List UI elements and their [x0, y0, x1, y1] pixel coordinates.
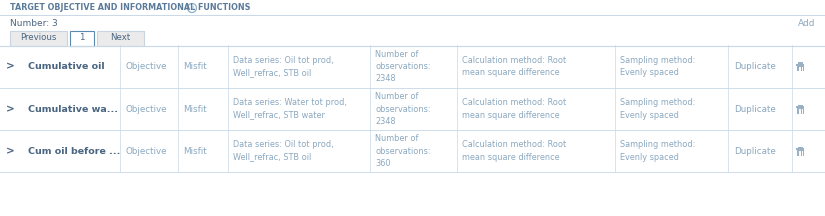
Text: Misfit: Misfit: [183, 105, 206, 113]
Bar: [796, 108, 804, 113]
FancyBboxPatch shape: [10, 30, 67, 46]
Text: Sampling method:
Evenly spaced: Sampling method: Evenly spaced: [620, 140, 695, 162]
Text: >: >: [6, 104, 14, 114]
FancyBboxPatch shape: [70, 30, 94, 46]
Text: 1: 1: [79, 33, 85, 43]
Text: Number of
observations:
360: Number of observations: 360: [375, 134, 431, 168]
Text: Duplicate: Duplicate: [734, 146, 776, 156]
Bar: [796, 106, 804, 108]
Text: Duplicate: Duplicate: [734, 105, 776, 113]
Text: >: >: [6, 146, 14, 156]
Bar: [798, 147, 803, 148]
Text: Number of
observations:
2348: Number of observations: 2348: [375, 92, 431, 126]
Bar: [796, 150, 804, 156]
Text: TARGET OBJECTIVE AND INFORMATIONAL FUNCTIONS: TARGET OBJECTIVE AND INFORMATIONAL FUNCT…: [10, 3, 251, 13]
Text: Add: Add: [798, 19, 815, 27]
Text: Previous: Previous: [21, 33, 57, 43]
Bar: [796, 148, 804, 150]
Text: Cumulative oil: Cumulative oil: [28, 62, 105, 71]
Text: Sampling method:
Evenly spaced: Sampling method: Evenly spaced: [620, 98, 695, 120]
Text: Calculation method: Root
mean square difference: Calculation method: Root mean square dif…: [462, 56, 566, 77]
Text: Next: Next: [111, 33, 130, 43]
Bar: [798, 105, 803, 106]
Text: Objective: Objective: [125, 62, 167, 71]
Text: Number of
observations:
2348: Number of observations: 2348: [375, 50, 431, 83]
Bar: [796, 64, 804, 65]
Text: ?: ?: [191, 5, 194, 11]
Text: Cumulative wa...: Cumulative wa...: [28, 105, 118, 113]
Bar: [796, 65, 804, 71]
Text: Data series: Water tot prod,
Well_refrac, STB water: Data series: Water tot prod, Well_refrac…: [233, 98, 347, 120]
Text: Calculation method: Root
mean square difference: Calculation method: Root mean square dif…: [462, 140, 566, 162]
Text: Cum oil before ...: Cum oil before ...: [28, 146, 120, 156]
Bar: [798, 62, 803, 64]
Text: Calculation method: Root
mean square difference: Calculation method: Root mean square dif…: [462, 98, 566, 120]
Text: Data series: Oil tot prod,
Well_refrac, STB oil: Data series: Oil tot prod, Well_refrac, …: [233, 56, 334, 77]
Text: Data series: Oil tot prod,
Well_refrac, STB oil: Data series: Oil tot prod, Well_refrac, …: [233, 140, 334, 162]
Text: >: >: [6, 62, 14, 71]
Text: Number: 3: Number: 3: [10, 19, 58, 27]
Text: Objective: Objective: [125, 146, 167, 156]
FancyBboxPatch shape: [97, 30, 144, 46]
Text: Sampling method:
Evenly spaced: Sampling method: Evenly spaced: [620, 56, 695, 77]
Text: Objective: Objective: [125, 105, 167, 113]
Text: Misfit: Misfit: [183, 146, 206, 156]
Text: Misfit: Misfit: [183, 62, 206, 71]
Text: Duplicate: Duplicate: [734, 62, 776, 71]
